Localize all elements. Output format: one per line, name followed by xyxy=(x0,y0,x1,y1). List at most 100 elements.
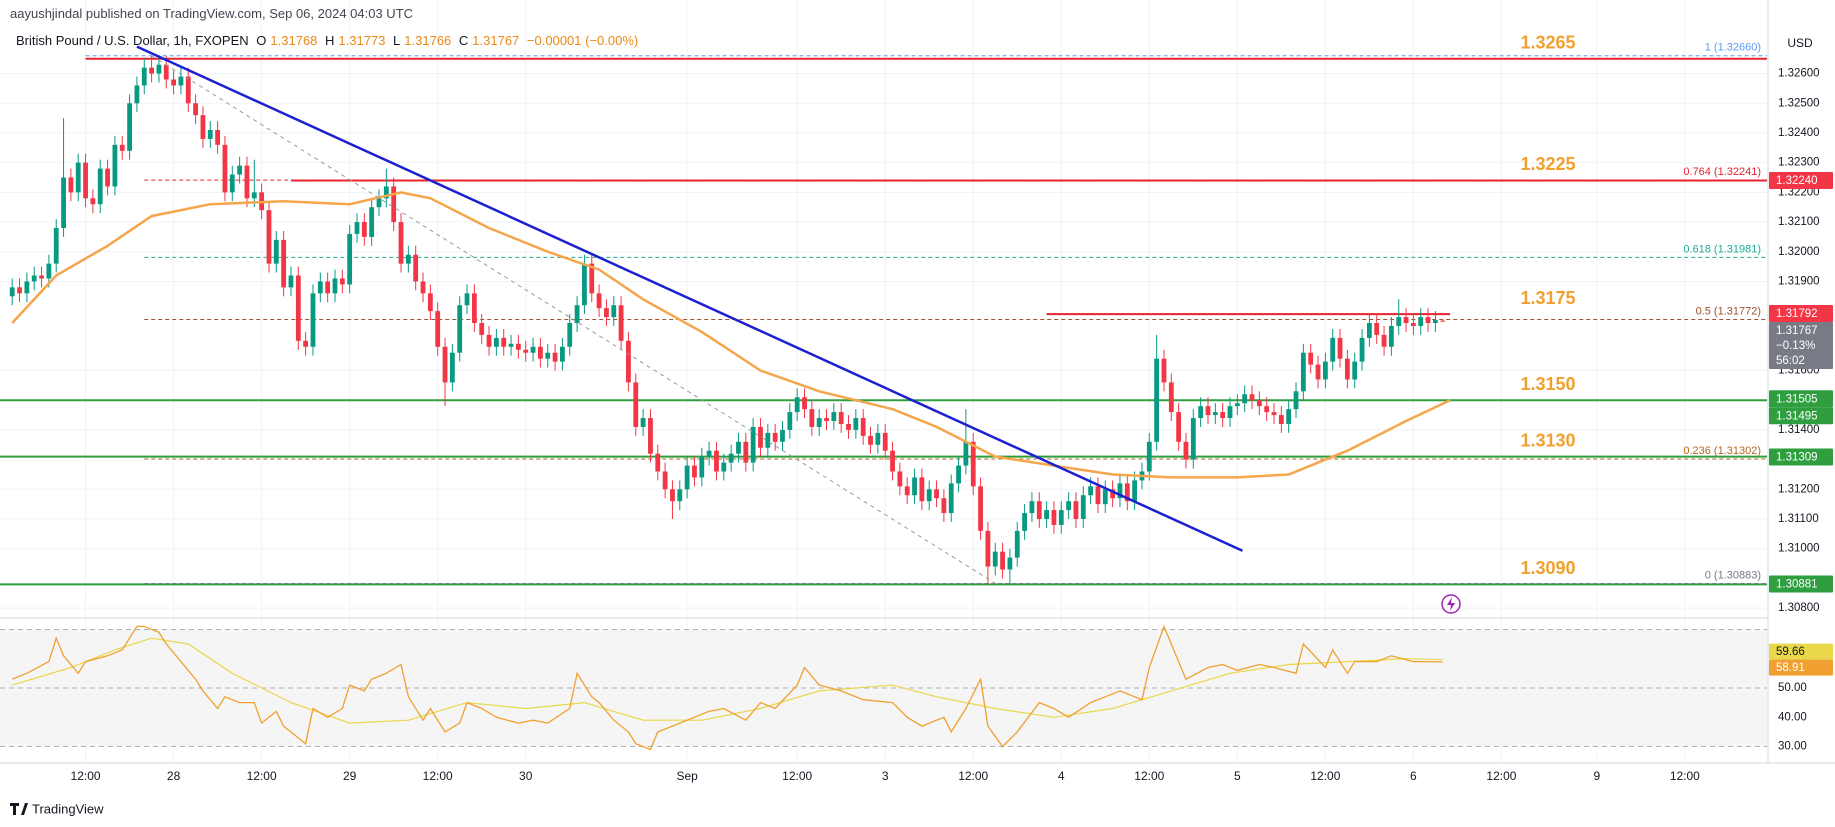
candle-body xyxy=(545,352,551,359)
y-tick-label: 1.32100 xyxy=(1778,216,1820,228)
candle-body xyxy=(721,462,727,472)
level-label: 1.3265 xyxy=(1520,32,1575,52)
candle-body xyxy=(860,418,866,436)
candle-body xyxy=(941,498,947,514)
candle-body xyxy=(244,165,250,199)
ohlc-value: 1.31766 xyxy=(404,33,452,48)
candle-body xyxy=(1344,358,1350,380)
candle-body xyxy=(398,222,404,264)
candle-body xyxy=(339,278,345,285)
axes: 12:00 28 12:00 29 12:00 30 Sep 12:00 3 12:00 4 12:0… xyxy=(71,68,1833,783)
candle-body xyxy=(207,129,213,139)
candle-body xyxy=(1220,412,1226,419)
candle-body xyxy=(1388,325,1394,347)
candle-body xyxy=(141,67,147,86)
x-tick-label: 12:00 xyxy=(782,769,812,783)
y-tick-label: 1.32500 xyxy=(1778,97,1820,109)
candle-body xyxy=(1403,317,1409,324)
candle-body xyxy=(1352,361,1358,380)
candle-body xyxy=(1293,391,1299,410)
candle-body xyxy=(567,323,573,347)
y-tick-label: 1.32000 xyxy=(1778,246,1820,258)
candle-body xyxy=(405,254,411,264)
candle-body xyxy=(1359,337,1365,362)
rsi-line xyxy=(11,624,1443,751)
price-label: 1.31495 xyxy=(1776,410,1818,422)
candle-body xyxy=(332,278,338,294)
candle-body xyxy=(538,346,543,359)
candle-body xyxy=(83,162,88,199)
candle-body xyxy=(1014,530,1020,558)
alert-icon[interactable] xyxy=(1441,594,1461,614)
candle-body xyxy=(354,222,360,234)
ohlc-value: 1.31767 xyxy=(472,33,520,48)
candle-body xyxy=(853,418,859,430)
candle-body xyxy=(1278,415,1284,424)
ohlc-key: O xyxy=(256,33,267,48)
candle-body xyxy=(1212,412,1218,416)
price-label: 1.31792 xyxy=(1776,308,1818,320)
candle-body xyxy=(61,177,66,228)
price-label: 1.32240 xyxy=(1776,175,1818,187)
candle-body xyxy=(728,453,734,463)
candle-body xyxy=(1036,501,1042,520)
candle-body xyxy=(112,144,118,187)
candle-body xyxy=(435,311,441,347)
candle-body xyxy=(640,418,646,427)
price-label: 1.30881 xyxy=(1776,579,1818,591)
candle-body xyxy=(824,418,829,422)
candle-body xyxy=(655,453,661,472)
candle-body xyxy=(1102,489,1108,505)
candle-body xyxy=(413,254,419,282)
alert-bolt[interactable] xyxy=(1447,597,1455,611)
candle-body xyxy=(515,343,521,350)
ohlc-key: L xyxy=(393,33,401,48)
logo-mark xyxy=(10,803,28,815)
candle-body xyxy=(1190,418,1196,460)
alert-circle[interactable] xyxy=(1441,594,1461,614)
x-tick-label: Sep xyxy=(676,769,698,783)
candle-body xyxy=(156,64,162,74)
candle-body xyxy=(347,233,353,285)
candle-body xyxy=(919,477,925,502)
x-tick-label: 12:00 xyxy=(1670,769,1700,783)
symbol-title: British Pound / U.S. Dollar, 1h, FXOPEN xyxy=(16,33,249,48)
candle-body xyxy=(1396,317,1402,326)
candle-body xyxy=(149,67,154,74)
candle-body xyxy=(9,287,15,297)
candle-body xyxy=(119,144,125,151)
candle-body xyxy=(985,530,991,567)
candle-body xyxy=(838,412,844,424)
trendline xyxy=(136,45,1244,552)
price-label: 1.31505 xyxy=(1776,393,1818,405)
candle-body xyxy=(376,198,382,208)
price-label-extra: −0.13% xyxy=(1776,340,1815,352)
candle-body xyxy=(904,486,910,496)
candle-body xyxy=(692,465,697,478)
x-tick-label: 12:00 xyxy=(247,769,277,783)
y-tick-label: 1.32200 xyxy=(1778,186,1820,198)
candle-body xyxy=(1110,489,1116,499)
candle-body xyxy=(1205,406,1211,416)
candle-body xyxy=(486,334,492,347)
candle-body xyxy=(1271,412,1277,416)
candle-body xyxy=(24,281,30,294)
candle-body xyxy=(1330,337,1336,362)
candle-body xyxy=(1286,409,1292,424)
x-tick-label: 12:00 xyxy=(423,769,453,783)
candle-body xyxy=(90,198,96,205)
candle-body xyxy=(992,551,998,567)
candle-body xyxy=(1374,323,1380,335)
candle-body xyxy=(1168,382,1174,413)
candle-body xyxy=(449,352,455,383)
candle-body xyxy=(105,168,110,187)
candle-body xyxy=(684,465,690,490)
x-tick-label: 9 xyxy=(1593,769,1600,783)
rsi-value-box xyxy=(1769,643,1833,660)
candle-body xyxy=(963,441,969,466)
tv-logo: TradingView xyxy=(10,801,104,816)
candle-body xyxy=(574,305,580,324)
price-label-box xyxy=(1769,305,1833,323)
candle-body xyxy=(1183,441,1189,460)
candle-body xyxy=(1132,480,1138,502)
